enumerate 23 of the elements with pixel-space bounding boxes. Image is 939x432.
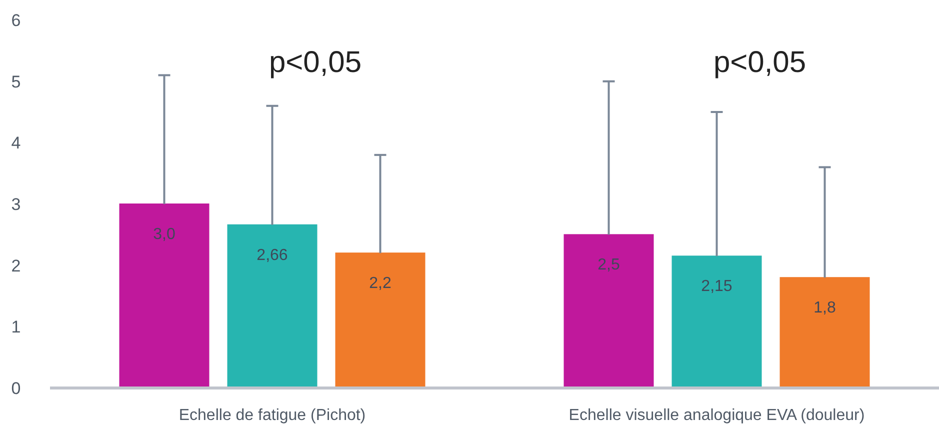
bar bbox=[335, 252, 426, 388]
y-tick-label: 1 bbox=[11, 318, 21, 337]
y-tick-label: 5 bbox=[11, 72, 21, 92]
bar bbox=[564, 234, 654, 388]
x-tick-label: Echelle visuelle analogique EVA (douleur) bbox=[568, 407, 865, 424]
y-tick-label: 3 bbox=[11, 194, 21, 214]
data-label: 2,66 bbox=[256, 246, 288, 264]
y-tick-label: 2 bbox=[11, 256, 21, 276]
data-label: 2,2 bbox=[369, 275, 392, 292]
bar bbox=[119, 204, 210, 388]
y-tick-label: 0 bbox=[11, 378, 21, 398]
y-tick-label: 4 bbox=[11, 134, 21, 153]
bar bbox=[227, 224, 318, 388]
annotation: p<0,05 bbox=[713, 46, 806, 79]
data-label: 3,0 bbox=[153, 226, 176, 243]
data-label: 2,5 bbox=[598, 256, 620, 274]
annotation: p<0,05 bbox=[268, 46, 362, 79]
x-tick-label: Echelle de fatigue (Pichot) bbox=[178, 407, 366, 424]
data-label: 1,8 bbox=[814, 300, 836, 317]
y-tick-label: 6 bbox=[11, 10, 21, 30]
data-label: 2,15 bbox=[701, 278, 732, 296]
bar bbox=[672, 256, 762, 388]
bar bbox=[780, 277, 870, 388]
